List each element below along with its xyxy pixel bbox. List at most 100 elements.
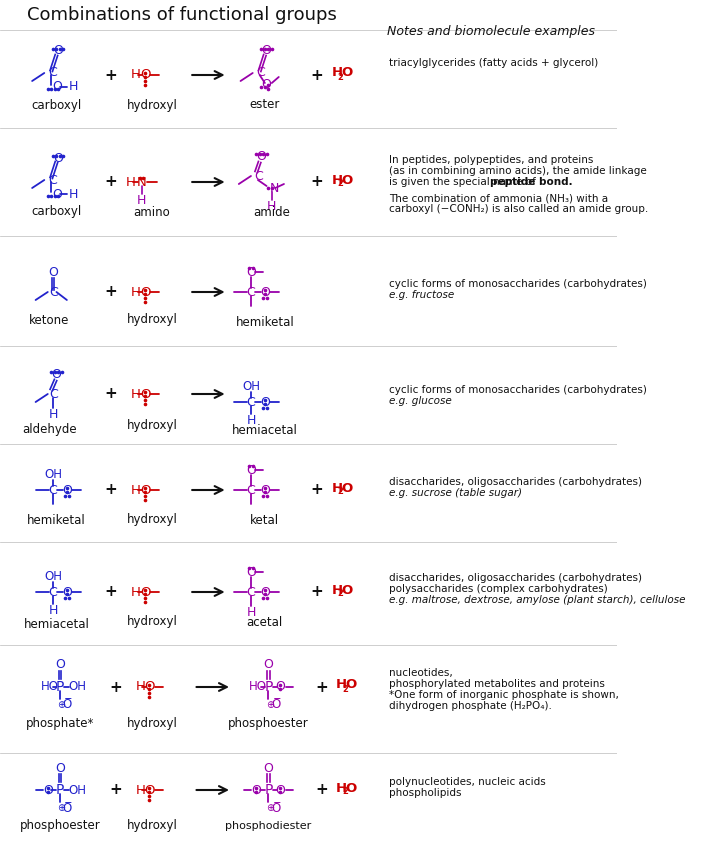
Text: O: O	[260, 483, 270, 496]
Text: phosphate*: phosphate*	[26, 716, 94, 729]
Text: C: C	[246, 286, 256, 298]
Text: H: H	[131, 586, 141, 599]
Text: O: O	[346, 679, 357, 691]
Text: dihydrogen phosphate (H₂PO₄).: dihydrogen phosphate (H₂PO₄).	[389, 701, 552, 711]
Text: hemiacetal: hemiacetal	[23, 617, 89, 630]
Text: OH: OH	[44, 569, 62, 582]
Text: O: O	[52, 367, 61, 380]
Text: +: +	[310, 585, 323, 599]
Text: +: +	[310, 175, 323, 189]
Text: P: P	[264, 783, 273, 797]
Text: H: H	[336, 782, 347, 795]
Text: HO: HO	[249, 680, 267, 693]
Text: P: P	[264, 680, 273, 694]
Text: O: O	[52, 187, 62, 200]
Text: C: C	[246, 396, 256, 408]
Text: 2: 2	[338, 72, 344, 82]
Text: H: H	[48, 408, 58, 421]
Text: H: H	[48, 604, 58, 617]
Text: ⊕: ⊕	[266, 700, 274, 710]
Text: +: +	[315, 783, 328, 797]
Text: hydroxyl: hydroxyl	[126, 716, 178, 729]
Text: H: H	[131, 69, 141, 82]
Text: +: +	[105, 585, 118, 599]
Text: O: O	[342, 583, 353, 597]
Text: O̅: O̅	[62, 802, 72, 814]
Text: OH: OH	[69, 783, 87, 796]
Text: O: O	[140, 286, 151, 298]
Text: amide: amide	[253, 206, 290, 218]
Text: O: O	[256, 150, 266, 163]
Text: ⊕: ⊕	[58, 700, 65, 710]
Text: H: H	[332, 66, 343, 79]
Text: O̅: O̅	[62, 698, 72, 711]
Text: H: H	[336, 679, 347, 691]
Text: phosphorylated metabolites and proteins: phosphorylated metabolites and proteins	[389, 679, 605, 689]
Text: is given the special name of: is given the special name of	[389, 177, 539, 187]
Text: e.g. maltrose, dextrose, amylose (plant starch), cellulose: e.g. maltrose, dextrose, amylose (plant …	[389, 595, 686, 605]
Text: phospholipids: phospholipids	[389, 788, 462, 798]
Text: disaccharides, oligosaccharides (carbohydrates): disaccharides, oligosaccharides (carbohy…	[389, 573, 642, 583]
Text: O: O	[55, 659, 65, 672]
Text: O: O	[346, 782, 357, 795]
Text: ⊕: ⊕	[58, 803, 65, 813]
Text: hemiacetal: hemiacetal	[232, 423, 297, 437]
Text: O: O	[48, 266, 58, 279]
Text: e.g. glucose: e.g. glucose	[389, 396, 452, 406]
Text: O: O	[342, 482, 353, 494]
Text: OH: OH	[69, 680, 87, 693]
Text: H: H	[131, 388, 141, 401]
Text: hydroxyl: hydroxyl	[126, 99, 178, 112]
Text: amino: amino	[133, 206, 170, 218]
Text: H: H	[332, 482, 343, 494]
Text: hydroxyl: hydroxyl	[126, 420, 178, 433]
Text: P: P	[55, 783, 64, 797]
Text: 2: 2	[338, 488, 344, 496]
Text: O: O	[246, 464, 256, 476]
Text: 2: 2	[338, 589, 344, 599]
Text: ⊕: ⊕	[266, 803, 274, 813]
Text: carboxyl: carboxyl	[31, 206, 82, 218]
Text: phosphoester: phosphoester	[20, 820, 100, 832]
Text: O: O	[53, 45, 63, 58]
Text: O: O	[275, 783, 285, 796]
Text: +: +	[310, 67, 323, 83]
Text: hydroxyl: hydroxyl	[126, 513, 178, 526]
Text: +: +	[310, 482, 323, 497]
Text: P: P	[55, 680, 64, 694]
Text: H: H	[131, 286, 141, 298]
Text: phosphodiester: phosphodiester	[225, 821, 312, 831]
Text: HO: HO	[40, 680, 59, 693]
Text: hydroxyl: hydroxyl	[126, 820, 178, 832]
Text: C: C	[48, 66, 57, 79]
Text: carboxyl (−CONH₂) is also called an amide group.: carboxyl (−CONH₂) is also called an amid…	[389, 205, 648, 214]
Text: 2: 2	[342, 788, 348, 796]
Text: O: O	[260, 286, 270, 298]
Text: (as in combining amino acids), the amide linkage: (as in combining amino acids), the amide…	[389, 166, 647, 176]
Text: H: H	[126, 175, 136, 188]
Text: nucleotides,: nucleotides,	[389, 668, 453, 678]
Text: O: O	[260, 396, 270, 408]
Text: C: C	[246, 586, 256, 599]
Text: O: O	[263, 761, 273, 775]
Text: C: C	[50, 388, 58, 401]
Text: O: O	[246, 266, 256, 279]
Text: hydroxyl: hydroxyl	[126, 616, 178, 629]
Text: carboxyl: carboxyl	[31, 99, 82, 112]
Text: C: C	[246, 483, 256, 496]
Text: O: O	[140, 388, 151, 401]
Text: H: H	[332, 174, 343, 187]
Text: O: O	[260, 586, 270, 599]
Text: H: H	[136, 680, 146, 693]
Text: 2: 2	[338, 180, 344, 188]
Text: O: O	[52, 81, 62, 94]
Text: C: C	[256, 66, 265, 79]
Text: O: O	[263, 659, 273, 672]
Text: H: H	[137, 194, 146, 206]
Text: H: H	[246, 605, 256, 618]
Text: C: C	[254, 169, 263, 182]
Text: O̅: O̅	[271, 698, 280, 711]
Text: OH: OH	[242, 379, 260, 392]
Text: hemiketal: hemiketal	[236, 316, 294, 329]
Text: O: O	[144, 783, 155, 796]
